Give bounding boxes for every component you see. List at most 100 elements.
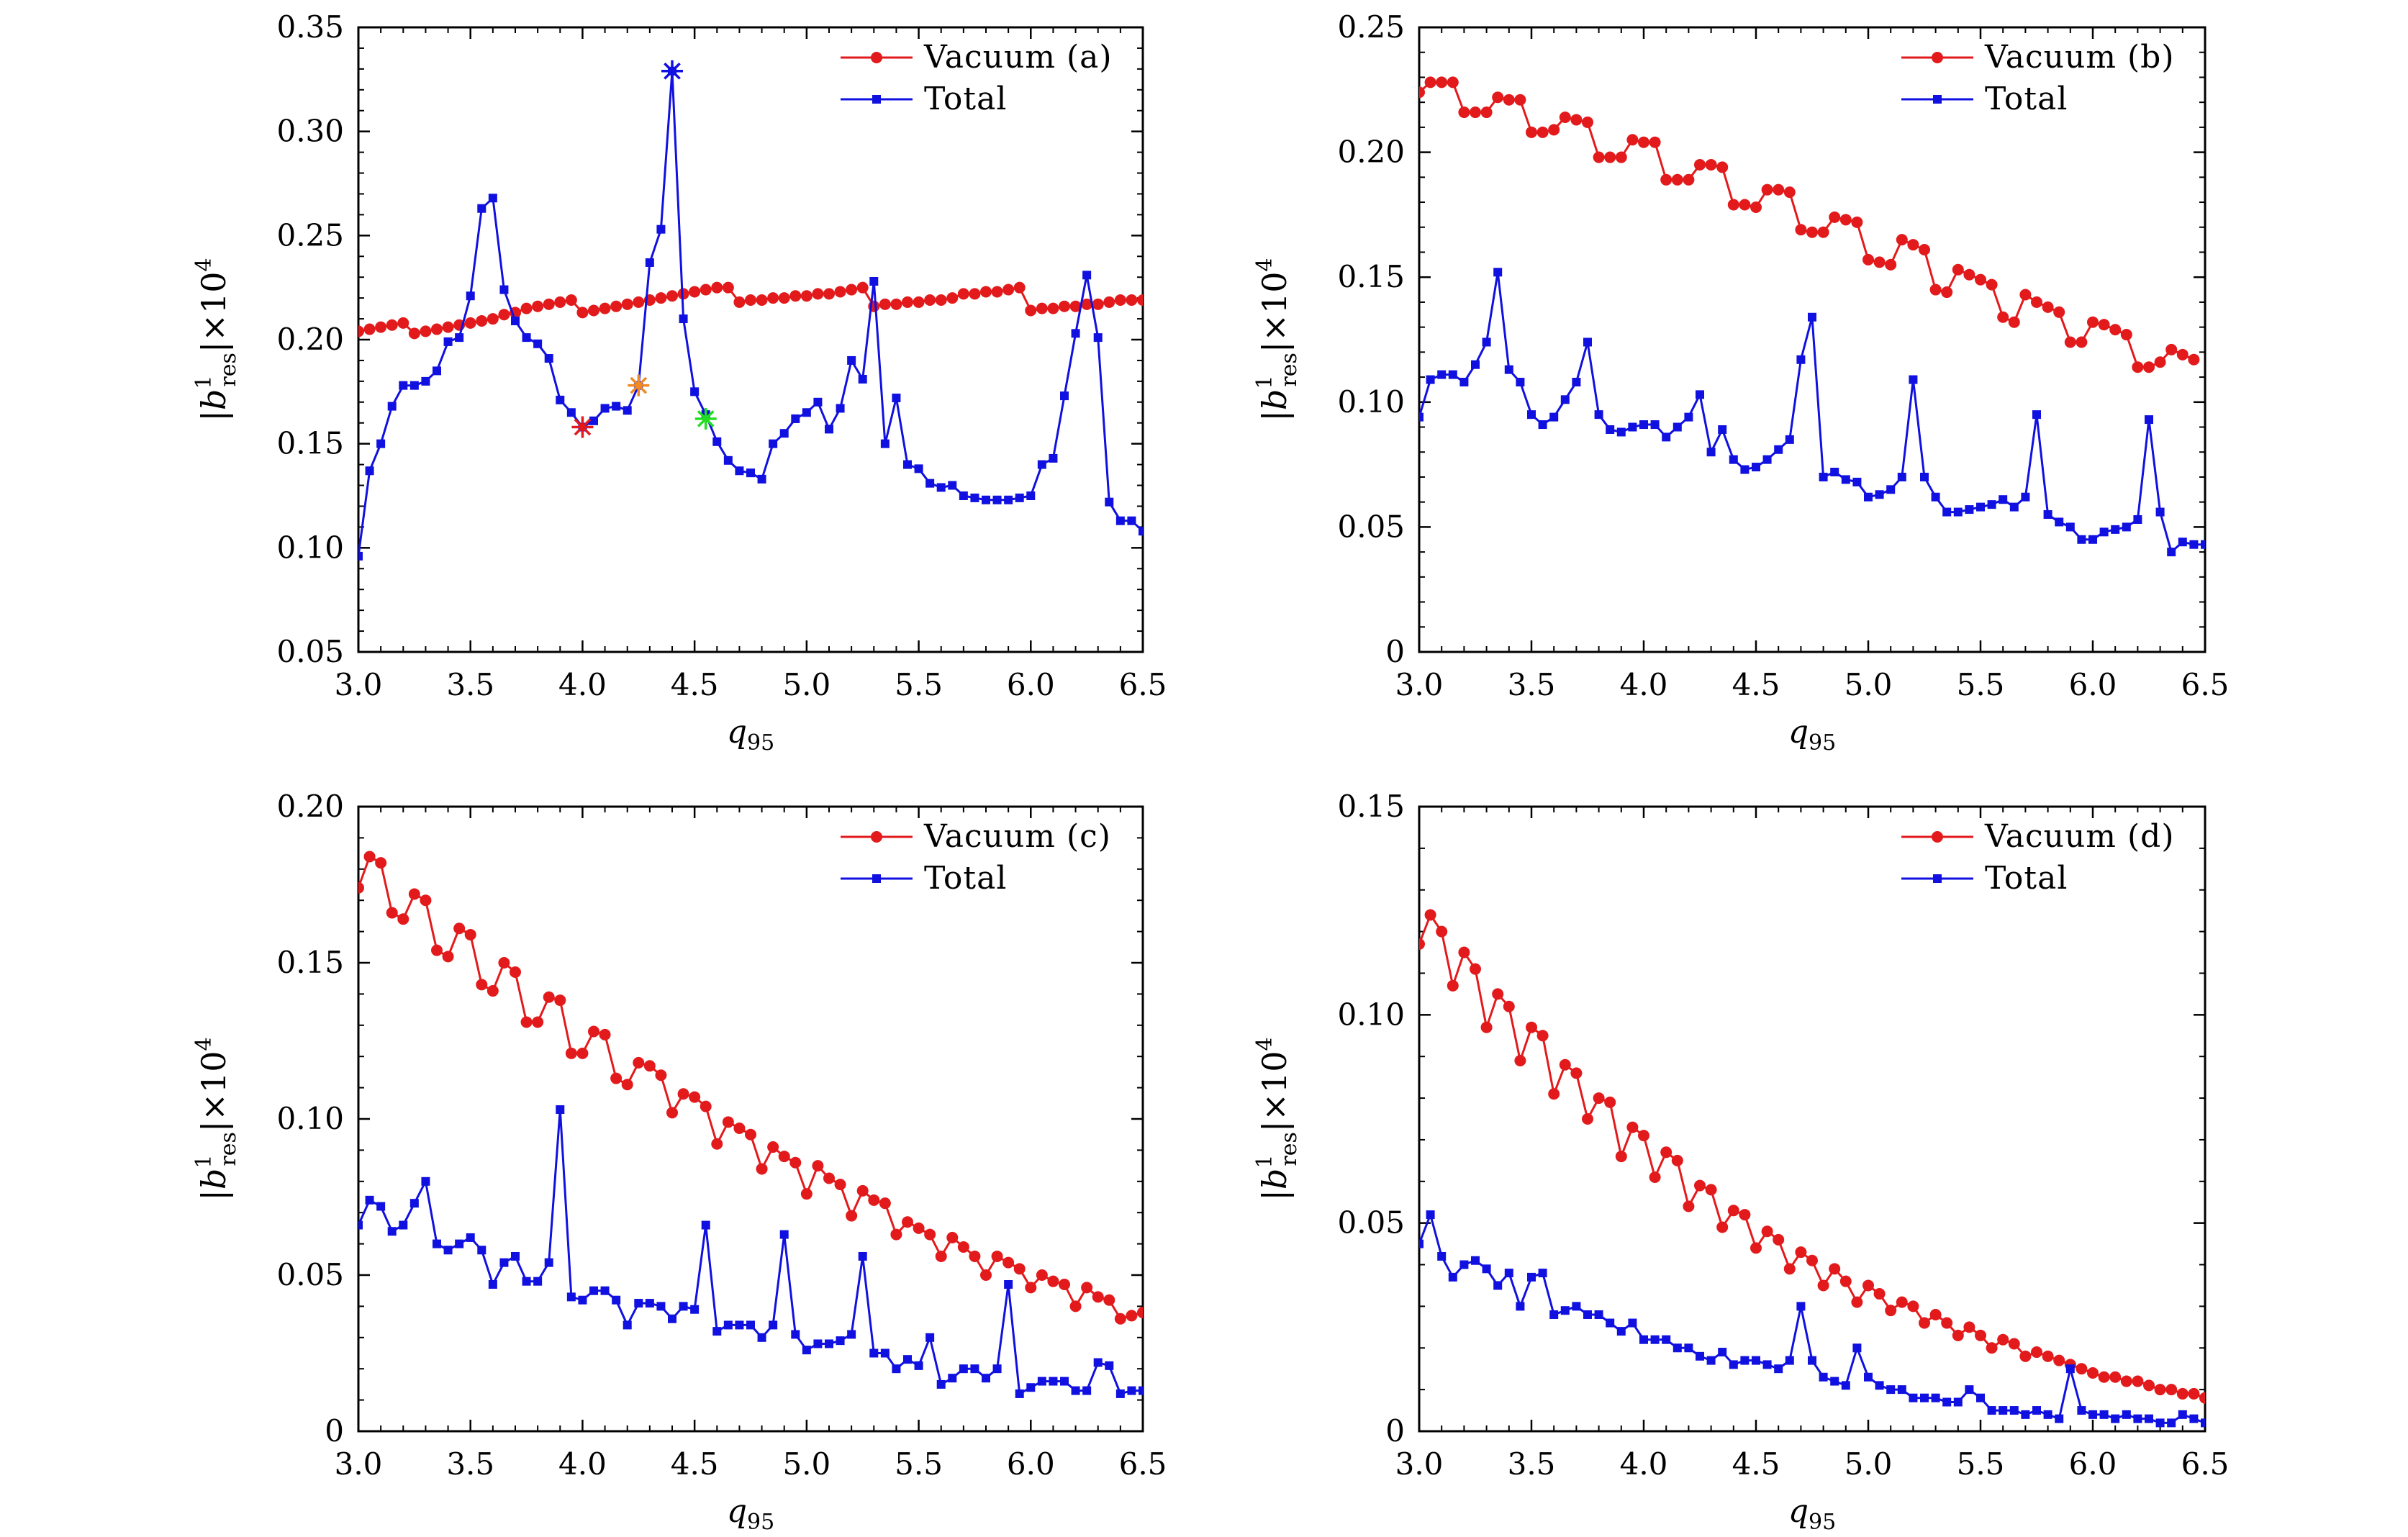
data-point (1716, 161, 1729, 173)
data-point (1864, 492, 1873, 502)
data-point (948, 1374, 957, 1383)
y-tick-label: 0.10 (1337, 997, 1405, 1032)
data-point (612, 402, 621, 411)
data-point (554, 296, 566, 308)
data-point (756, 1163, 768, 1175)
data-point (767, 292, 779, 304)
data-point (2055, 517, 2064, 527)
data-point (1729, 455, 1738, 464)
data-point (2088, 1410, 2097, 1419)
data-point (1105, 497, 1114, 507)
data-point (623, 1320, 632, 1330)
data-point (1126, 1310, 1138, 1322)
data-point (1139, 527, 1143, 536)
data-point (2021, 492, 2030, 502)
data-point (668, 1314, 676, 1323)
data-point (1907, 239, 1919, 251)
data-point (623, 406, 632, 415)
data-point (1795, 1246, 1807, 1259)
data-point (589, 416, 598, 425)
data-point (375, 857, 387, 869)
data-point (733, 296, 746, 308)
data-point (1841, 475, 1850, 484)
data-point (1493, 268, 1503, 277)
data-point (1965, 505, 1974, 514)
data-point (358, 551, 363, 561)
data-point (1458, 946, 1470, 958)
data-point (1639, 420, 1648, 430)
data-point (1986, 278, 1998, 291)
x-axis-label-main: q (1788, 1493, 1809, 1530)
data-point (1660, 1146, 1673, 1159)
data-point (769, 439, 778, 448)
data-point (1752, 1356, 1760, 1365)
data-point (980, 286, 992, 298)
data-point (610, 1072, 623, 1084)
data-point (1761, 1225, 1773, 1238)
data-point (1426, 1210, 1435, 1220)
data-point (1036, 302, 1048, 314)
y-tick-label: 0.15 (276, 945, 344, 980)
data-point (892, 394, 901, 403)
data-point (1919, 1317, 1930, 1329)
series-line (1419, 912, 2205, 1400)
data-point (1975, 1329, 1986, 1341)
data-point (1806, 226, 1818, 238)
data-point (1419, 938, 1425, 950)
data-point (2098, 319, 2110, 331)
data-point (1761, 183, 1773, 196)
data-point (655, 1069, 667, 1082)
data-point (746, 1320, 755, 1330)
data-point (823, 288, 835, 300)
data-point (455, 333, 464, 343)
data-point (1727, 199, 1739, 211)
data-point (1773, 1233, 1785, 1246)
data-point (1069, 300, 1082, 312)
data-point (1660, 173, 1673, 186)
data-point (825, 1339, 833, 1348)
data-point (476, 979, 488, 991)
data-point (1986, 1342, 1998, 1354)
data-point (802, 408, 811, 417)
data-point (1071, 1386, 1080, 1395)
data-point (1615, 1151, 1627, 1163)
data-point (1419, 86, 1425, 99)
y-tick-label: 0.05 (276, 634, 344, 669)
data-point (520, 1016, 533, 1028)
data-point (1975, 273, 1986, 286)
data-point (1841, 1381, 1850, 1390)
data-point (2132, 361, 2144, 373)
data-point (1729, 1360, 1738, 1369)
data-point (1139, 1386, 1143, 1395)
data-point (656, 1302, 666, 1311)
data-point (1862, 1279, 1874, 1292)
data-point (1999, 1406, 2008, 1415)
data-point (1626, 1121, 1639, 1133)
data-point (1419, 412, 1423, 422)
data-point (1873, 1288, 1886, 1300)
data-point (1705, 1184, 1717, 1196)
data-point (1819, 472, 1828, 481)
data-point (858, 1251, 867, 1261)
data-point (488, 194, 497, 203)
data-point (925, 479, 935, 488)
data-point (1907, 1300, 1919, 1312)
data-point (1662, 432, 1671, 442)
data-point (677, 1088, 689, 1100)
data-point (1740, 1356, 1750, 1365)
data-point (767, 1141, 779, 1153)
legend-label: Total (1985, 860, 2068, 897)
series-total (358, 66, 1143, 561)
data-point (466, 291, 475, 301)
data-point (498, 957, 510, 969)
data-point (1896, 1296, 1908, 1308)
data-point (1548, 124, 1560, 136)
x-tick-label: 4.0 (558, 1446, 607, 1482)
series-line (1419, 1211, 2205, 1424)
x-tick-label: 5.0 (1845, 1446, 1893, 1482)
data-point (1204, 313, 1216, 325)
data-point (880, 439, 890, 448)
data-point (2178, 1410, 2187, 1419)
data-point (376, 1202, 386, 1211)
data-point (1671, 1154, 1683, 1166)
